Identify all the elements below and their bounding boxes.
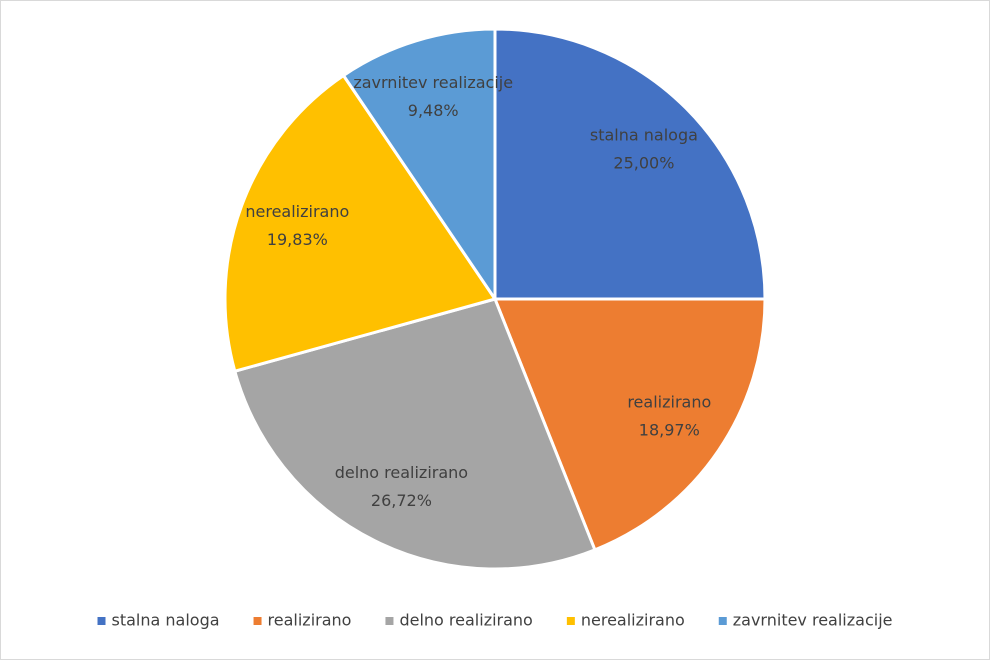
- legend-swatch: [566, 617, 575, 625]
- legend-label: realizirano: [268, 611, 352, 630]
- legend-label: nerealizirano: [581, 611, 685, 630]
- slice-category-label: zavrnitev realizacije: [353, 73, 513, 92]
- slice-category-label: stalna naloga: [590, 126, 698, 145]
- legend-swatch: [97, 617, 106, 625]
- slice-value-label: 26,72%: [371, 491, 432, 510]
- legend-item: realizirano: [253, 611, 352, 630]
- slice-category-label: delno realizirano: [335, 463, 468, 482]
- slice-value-label: 25,00%: [613, 154, 674, 173]
- legend-swatch: [253, 617, 262, 625]
- legend-item: zavrnitev realizacije: [718, 611, 893, 630]
- legend-item: nerealizirano: [566, 611, 685, 630]
- pie-slice: [341, 27, 497, 304]
- legend-label: stalna naloga: [112, 611, 220, 630]
- pie-slice: [232, 297, 597, 571]
- legend-label: delno realizirano: [399, 611, 532, 630]
- pie: stalna naloga 25,00% realizirano 18,97% deln…: [223, 27, 767, 571]
- legend-item: delno realizirano: [385, 611, 533, 630]
- slice-category-label: realizirano: [627, 393, 711, 412]
- slice-value-label: 9,48%: [408, 101, 459, 120]
- pie-slice: [492, 297, 767, 552]
- slice-category-label: nerealizirano: [245, 202, 349, 221]
- legend-swatch: [718, 617, 727, 625]
- slice-value-label: 18,97%: [639, 421, 700, 440]
- legend-swatch: [385, 617, 394, 625]
- legend-item: stalna naloga: [97, 611, 220, 630]
- pie-slice: [493, 27, 767, 301]
- legend-label: zavrnitev realizacije: [733, 611, 893, 630]
- pie-slice: [223, 73, 498, 374]
- legend: stalna naloga realizirano delno realiziran…: [97, 611, 893, 630]
- slice-value-label: 19,83%: [267, 230, 328, 249]
